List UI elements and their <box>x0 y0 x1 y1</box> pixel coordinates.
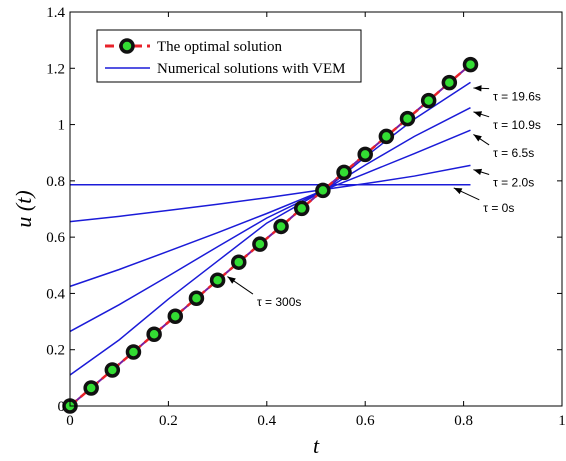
y-tick-label: 0.4 <box>46 286 65 302</box>
annotation-arrowhead <box>453 187 463 195</box>
optimal-solution-series <box>62 56 479 414</box>
y-axis-label: u (t) <box>11 190 36 227</box>
x-tick-label: 0.6 <box>356 413 375 429</box>
y-tick-label: 0.6 <box>46 230 65 246</box>
optimal-marker <box>441 74 458 91</box>
y-tick-label: 1.4 <box>46 5 65 21</box>
annotation-label: τ = 0s <box>483 201 514 215</box>
optimal-marker <box>357 146 373 163</box>
x-tick-label: 0.4 <box>257 413 276 429</box>
annotation-arrowhead <box>473 134 482 142</box>
optimal-marker <box>167 308 184 324</box>
optimal-marker <box>462 56 479 73</box>
axis-ticks: 0 0.2 0.4 0.6 0.8 1 0 0.2 0.4 0.6 0.8 1 1.2 1.4 <box>46 5 566 429</box>
y-tick-label: 1.2 <box>46 61 65 77</box>
optimal-marker <box>420 92 437 109</box>
annotation-label: τ = 300s <box>257 295 301 309</box>
y-tick-label: 0.2 <box>46 343 65 359</box>
x-tick-label: 0.8 <box>454 413 473 429</box>
vem-line-tau-19.6s <box>69 81 471 376</box>
optimal-marker <box>146 326 162 342</box>
x-tick-label: 0.2 <box>159 413 178 429</box>
x-tick-label: 0 <box>66 413 74 429</box>
annotation-arrowhead <box>473 168 483 176</box>
optimal-marker <box>83 380 99 396</box>
optimal-marker <box>209 272 226 288</box>
x-tick-label: 1 <box>558 413 566 429</box>
annotation-arrowhead <box>473 111 483 118</box>
vem-line-tau-10.9s <box>69 107 471 333</box>
optimal-marker <box>293 200 310 217</box>
legend-vem-label: Numerical solutions with VEM <box>157 61 345 77</box>
annotations: τ = 19.6s τ = 10.9s τ = 6.5s τ = 2.0s τ = 0s… <box>227 85 541 309</box>
optimal-marker <box>336 164 352 181</box>
plot-frame <box>69 11 563 407</box>
optimal-marker <box>273 218 289 235</box>
annotation-arrowhead <box>473 85 482 92</box>
legend-box <box>96 29 362 83</box>
optimal-marker <box>315 182 331 199</box>
legend: The optimal solution Numerical solutions… <box>96 29 362 83</box>
annotation-label: τ = 19.6s <box>493 90 541 104</box>
vem-line-tau-6.5s <box>69 129 471 288</box>
annotation-arrowhead <box>227 276 236 284</box>
annotation-label: τ = 10.9s <box>493 118 541 132</box>
y-tick-label: 1 <box>58 118 66 134</box>
vem-line-tau-2.0s <box>69 164 471 223</box>
optimal-marker <box>125 344 142 360</box>
optimal-marker <box>252 236 268 252</box>
annotation-label: τ = 2.0s <box>493 175 534 189</box>
y-tick-label: 0.8 <box>46 174 65 190</box>
x-axis-label: t <box>313 433 320 458</box>
y-tick-label: 0 <box>58 399 66 415</box>
annotation-label: τ = 6.5s <box>493 146 534 160</box>
optimal-marker <box>399 110 416 127</box>
optimal-marker <box>188 290 205 306</box>
optimal-marker <box>231 254 247 270</box>
optimal-marker <box>104 362 121 378</box>
legend-optimal-marker <box>119 38 135 54</box>
legend-optimal-label: The optimal solution <box>157 39 282 55</box>
optimal-marker <box>378 128 395 145</box>
